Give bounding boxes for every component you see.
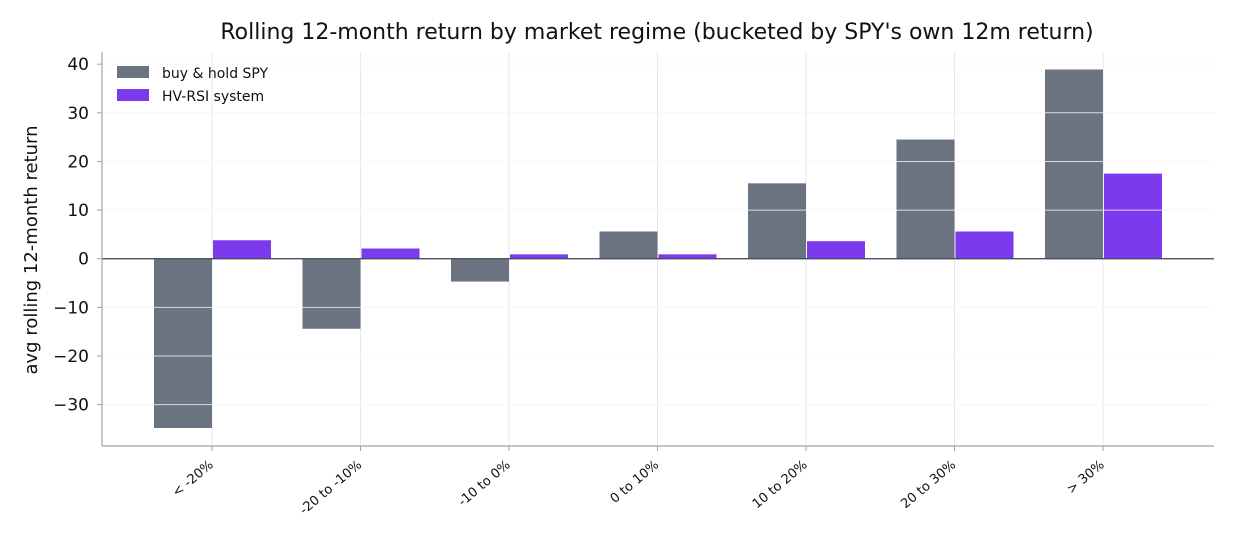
x-tick-label: > 30% [1064,458,1107,498]
bar-hv-rsi [658,254,717,259]
y-tick-label: 0 [78,250,89,270]
bar-buy-hold-spy [1045,69,1103,259]
y-tick-label: −20 [53,347,89,367]
y-tick-label: 40 [67,55,89,75]
bar-buy-hold-spy [451,258,509,282]
x-tick-label: 0 to 10% [608,458,662,507]
bars [154,69,1162,429]
bar-buy-hold-spy [302,258,361,329]
bar-buy-hold-spy [748,183,806,259]
bar-buy-hold-spy [896,139,955,259]
y-tick-label: 30 [67,104,89,124]
x-tick-label: -10 to 0% [456,458,514,510]
y-axis-label: avg rolling 12-month return [21,126,42,375]
bar-hv-rsi [213,240,271,259]
legend-swatch-spy [117,66,149,78]
legend-label-spy: buy & hold SPY [162,66,269,82]
y-tick-label: −10 [53,298,89,318]
bar-buy-hold-spy [154,258,212,429]
legend-label-hvrsi: HV-RSI system [162,89,264,105]
x-tick-label: 20 to 30% [898,458,959,512]
bar-hv-rsi [955,231,1014,259]
chart-title: Rolling 12-month return by market regime… [220,20,1093,45]
x-ticks: < -20% -20 to -10% -10 to 0% 0 to 10% 10 to … [170,446,1108,518]
y-tick-label: −30 [53,396,89,416]
bar-hv-rsi [510,254,568,259]
legend-swatch-hvrsi [117,89,149,101]
y-tick-label: 20 [67,152,89,172]
bar-buy-hold-spy [599,231,658,259]
bar-hv-rsi [1104,173,1162,259]
y-ticks: 40 30 20 10 0 −10 −20 −30 [53,55,102,416]
x-tick-label: < -20% [170,458,217,501]
x-tick-label: -20 to -10% [297,458,365,518]
bar-hv-rsi [361,248,420,259]
y-tick-label: 10 [67,201,89,221]
x-tick-label: 10 to 20% [750,458,811,512]
bar-hv-rsi [807,241,865,259]
legend: buy & hold SPY HV-RSI system [117,66,269,105]
